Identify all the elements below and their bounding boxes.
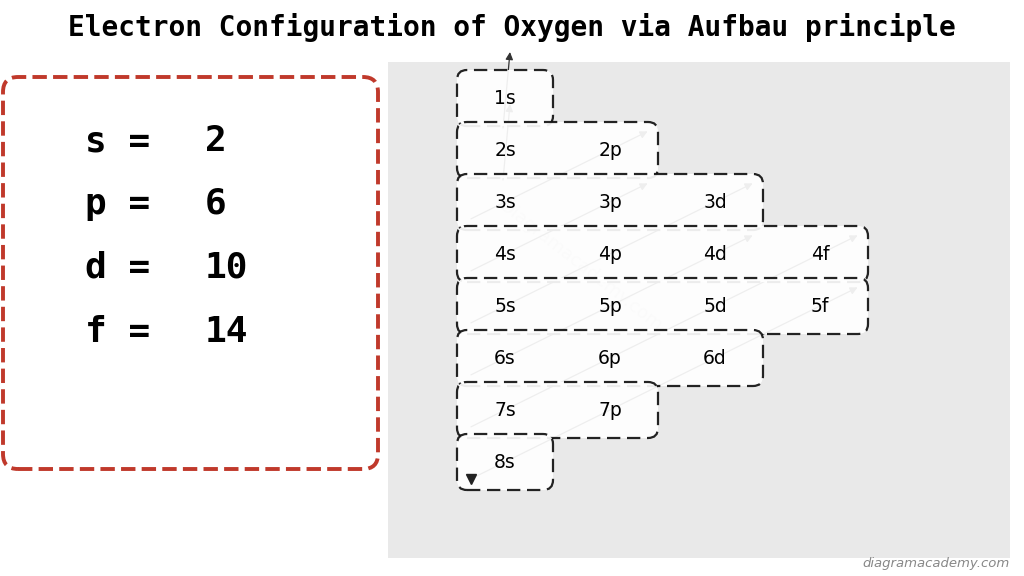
Text: 2s: 2s — [495, 141, 516, 160]
FancyBboxPatch shape — [457, 330, 763, 386]
Text: 4p: 4p — [598, 244, 622, 263]
Text: 2p: 2p — [598, 141, 622, 160]
FancyBboxPatch shape — [3, 77, 378, 469]
FancyBboxPatch shape — [457, 278, 868, 334]
Text: 3s: 3s — [495, 192, 516, 211]
Text: p =: p = — [85, 187, 172, 221]
Text: Electron Configuration of Oxygen via Aufbau principle: Electron Configuration of Oxygen via Auf… — [69, 13, 955, 43]
Text: 3p: 3p — [598, 192, 622, 211]
Text: diagramacademy.com: diagramacademy.com — [863, 556, 1010, 570]
Text: 2: 2 — [205, 124, 226, 158]
Text: 10: 10 — [205, 251, 249, 285]
Text: f =: f = — [85, 315, 172, 349]
Text: 6p: 6p — [598, 348, 622, 367]
Text: 4d: 4d — [703, 244, 727, 263]
Text: 3d: 3d — [703, 192, 727, 211]
Text: 1s: 1s — [495, 89, 516, 108]
Text: 5s: 5s — [495, 297, 516, 316]
Text: 4s: 4s — [494, 244, 516, 263]
Text: 7s: 7s — [495, 400, 516, 419]
Text: 8s: 8s — [495, 453, 516, 472]
Text: 5f: 5f — [811, 297, 829, 316]
FancyBboxPatch shape — [457, 226, 868, 282]
FancyBboxPatch shape — [457, 122, 658, 178]
Text: 4f: 4f — [811, 244, 829, 263]
Text: 5d: 5d — [703, 297, 727, 316]
Text: 6s: 6s — [495, 348, 516, 367]
FancyBboxPatch shape — [457, 174, 763, 230]
Text: s =: s = — [85, 124, 172, 158]
FancyBboxPatch shape — [457, 382, 658, 438]
Text: 5p: 5p — [598, 297, 622, 316]
FancyBboxPatch shape — [388, 62, 1010, 558]
FancyBboxPatch shape — [457, 434, 553, 490]
Text: Diagramacademy.com: Diagramacademy.com — [495, 197, 665, 335]
FancyBboxPatch shape — [457, 70, 553, 126]
Text: d =: d = — [85, 251, 172, 285]
Text: 6d: 6d — [703, 348, 727, 367]
Text: 7p: 7p — [598, 400, 622, 419]
Text: 6: 6 — [205, 187, 226, 221]
Text: 14: 14 — [205, 315, 249, 349]
